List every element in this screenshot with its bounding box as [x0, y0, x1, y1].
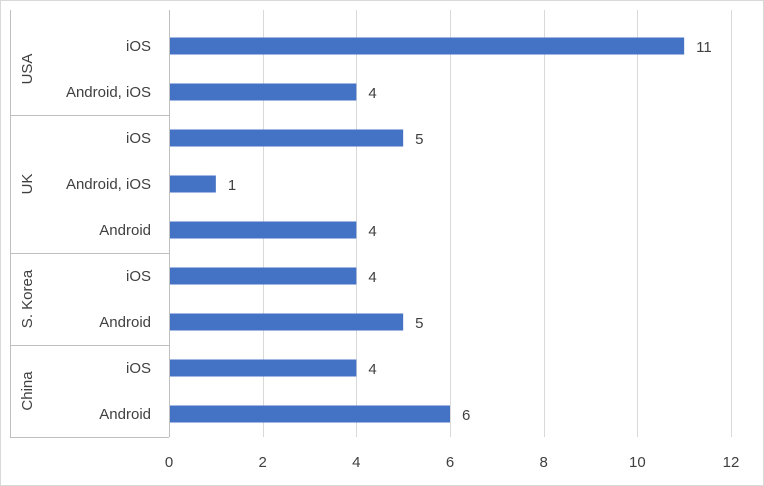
category-label: iOS: [126, 360, 151, 377]
x-tick-label: 4: [352, 454, 360, 471]
data-label: 4: [368, 361, 376, 378]
x-tick-label: 10: [629, 454, 646, 471]
category-axis: USA UK S. Korea China iOS Android, iOS iOS Andr…: [10, 10, 170, 438]
data-label: 4: [368, 223, 376, 240]
x-tick-label: 0: [165, 454, 173, 471]
category-label: iOS: [126, 268, 151, 285]
x-tick-label: 2: [258, 454, 266, 471]
bar: [170, 267, 357, 285]
group-label: USA: [19, 54, 36, 85]
bar: [170, 313, 404, 331]
bar: [170, 359, 357, 377]
data-label: 5: [415, 131, 423, 148]
bar: [170, 37, 685, 55]
category-label: Android: [99, 406, 151, 423]
bar: [170, 221, 357, 239]
bar: [170, 405, 450, 423]
data-label: 1: [228, 177, 236, 194]
x-axis-ticks: 0 2 4 6 8 10 12: [165, 454, 740, 471]
group-label: UK: [19, 174, 36, 195]
category-label: iOS: [126, 130, 151, 147]
category-label: Android: [99, 314, 151, 331]
data-label: 5: [415, 315, 423, 332]
data-labels: 11 4 5 1 4 4 5 4 6: [228, 39, 712, 424]
x-tick-label: 8: [539, 454, 547, 471]
bar: [170, 175, 216, 193]
category-label: Android: [99, 222, 151, 239]
category-label: iOS: [126, 38, 151, 55]
bar: [170, 83, 357, 101]
category-label: Android, iOS: [66, 84, 151, 101]
bar: [170, 129, 404, 147]
group-label: S. Korea: [19, 269, 36, 328]
group-label: China: [19, 371, 36, 411]
x-tick-label: 12: [723, 454, 740, 471]
data-label: 4: [368, 85, 376, 102]
data-label: 4: [368, 269, 376, 286]
bars: [170, 37, 685, 423]
x-tick-label: 6: [446, 454, 454, 471]
data-label: 6: [462, 407, 470, 424]
category-label: Android, iOS: [66, 176, 151, 193]
data-label: 11: [696, 39, 712, 56]
